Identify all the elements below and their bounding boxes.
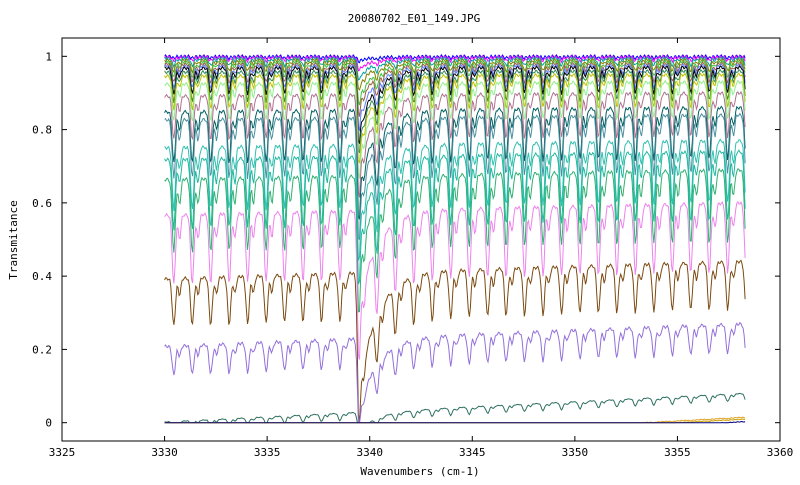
series-layer: [164, 53, 746, 424]
series-line-15: [164, 138, 746, 261]
y-tick-label: 0.2: [32, 343, 52, 356]
y-tick-label: 0.8: [32, 124, 52, 137]
series-line-20: [164, 321, 746, 424]
series-line-17: [164, 167, 746, 313]
series-line-13: [164, 105, 746, 220]
series-line-11: [164, 79, 746, 179]
series-line-3: [164, 55, 746, 81]
y-tick-label: 0.4: [32, 270, 52, 283]
series-line-12: [164, 90, 746, 198]
x-tick-label: 3330: [151, 446, 178, 459]
ticks-layer: 3325 3330 3335 3340 3345 3350 3355 3360 0 0.2 0.4 0…: [32, 38, 793, 459]
x-tick-label: 3335: [254, 446, 281, 459]
x-tick-label: 3340: [356, 446, 383, 459]
plot-frame: [61, 37, 781, 442]
series-line-21: [164, 392, 746, 424]
x-tick-label: 3360: [767, 446, 794, 459]
series-line-24: [164, 420, 746, 424]
series-line-19: [164, 259, 746, 423]
chart-title: 20080702_E01_149.JPG: [348, 12, 480, 25]
series-line-8: [164, 64, 746, 144]
series-line-10: [164, 72, 746, 164]
x-axis-label: Wavenumbers (cm-1): [360, 465, 479, 478]
series-line-9: [164, 68, 746, 154]
series-line-22: [164, 416, 746, 424]
x-tick-label: 3345: [459, 446, 486, 459]
x-tick-label: 3350: [562, 446, 589, 459]
series-line-6: [164, 61, 746, 117]
y-tick-label: 0.6: [32, 197, 52, 210]
x-tick-label: 3355: [664, 446, 691, 459]
series-line-14: [164, 112, 746, 241]
series-line-7: [164, 63, 746, 131]
y-tick-label: 1: [45, 50, 52, 63]
series-line-4: [164, 57, 746, 91]
x-tick-label: 3325: [49, 446, 76, 459]
series-line-16: [164, 149, 746, 285]
y-axis-label: Transmitance: [7, 200, 20, 279]
y-tick-label: 0: [45, 417, 52, 430]
series-line-18: [164, 200, 746, 360]
